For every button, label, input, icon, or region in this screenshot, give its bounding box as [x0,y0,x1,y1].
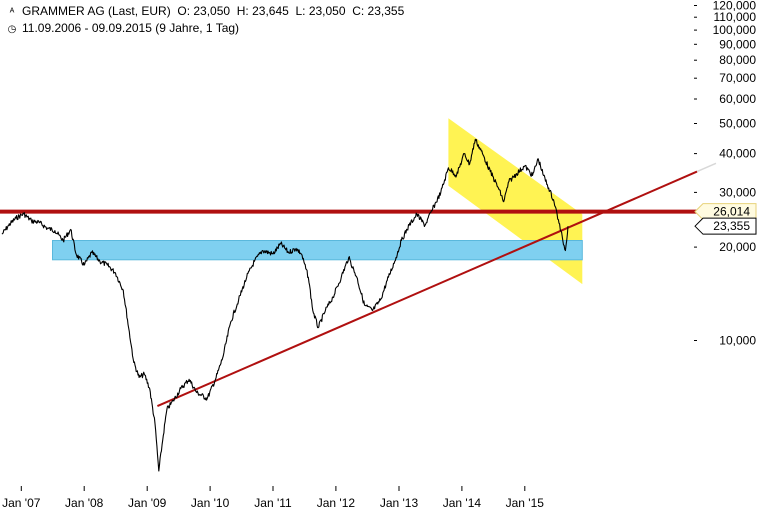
trend-line-extension [696,162,717,173]
x-tick-label: Jan '07 [2,496,41,510]
resistance-value-label-box [694,203,757,221]
x-tick-label: Jan '13 [380,496,419,510]
x-axis: Jan '07 Jan '08 Jan '09 Jan '10 Jan '11 Jan '… [2,486,544,510]
open-value: 23,050 [193,4,231,18]
low-value: 23,050 [308,4,346,18]
x-tick-label: Jan '08 [65,496,104,510]
y-tick-label: 40,000 [719,147,756,161]
close-value: 23,355 [367,4,405,18]
trend-line-layer [157,162,717,408]
last-price-label-box [694,217,757,235]
low-label: L: [295,4,306,18]
y-tick-label: 30,000 [719,185,756,199]
y-tick-label: 110,000 [714,10,757,24]
high-label: H: [236,4,249,18]
resistance-value-label-text: 26,014 [713,205,750,219]
y-tick-label: 100,000 [713,23,757,37]
instrument-header: ᴬ GRAMMER AG (Last, EUR) O: 23,050 H: 23,… [6,4,405,18]
instrument-name: GRAMMER AG (Last, EUR) [22,4,171,18]
support-zone [52,240,583,261]
period-range: 11.09.2006 - 09.09.2015 (9 Jahre, 1 Tag) [22,21,240,35]
x-tick-label: Jan '09 [128,496,167,510]
y-tick-label: 20,000 [719,240,756,254]
support-trend-line [157,170,698,408]
clock-icon[interactable]: ◷ [7,24,17,35]
y-tick-label: 80,000 [719,53,756,67]
last-price-label: 23,355 [694,217,757,235]
y-tick-label: 120,000 [713,0,757,13]
support-zone-layer [52,240,583,261]
y-tick-label: 60,000 [719,92,756,106]
price-line-layer [1,138,569,472]
price-series-line [1,138,569,472]
resistance-value-label: 26,014 [694,203,757,221]
high-value: 23,645 [252,4,289,18]
y-tick-label: 70,000 [719,71,756,85]
last-price-label-text: 23,355 [713,219,750,233]
x-tick-label: Jan '12 [317,496,356,510]
y-tick-label: 10,000 [719,334,756,348]
period-header: ◷ 11.09.2006 - 09.09.2015 (9 Jahre, 1 Tag… [6,21,239,35]
chart-type-icon[interactable]: ᴬ [9,7,15,18]
y-axis: 10,000 20,000 30,000 40,000 50,000 60,000 70,0… [694,0,756,348]
open-label: O: [177,4,191,18]
y-tick-label: 90,000 [719,37,756,51]
x-tick-label: Jan '10 [191,496,230,510]
close-label: C: [352,4,365,18]
x-tick-label: Jan '14 [443,496,482,510]
x-tick-label: Jan '15 [506,496,545,510]
y-tick-label: 50,000 [719,117,756,131]
x-tick-label: Jan '11 [254,496,292,510]
